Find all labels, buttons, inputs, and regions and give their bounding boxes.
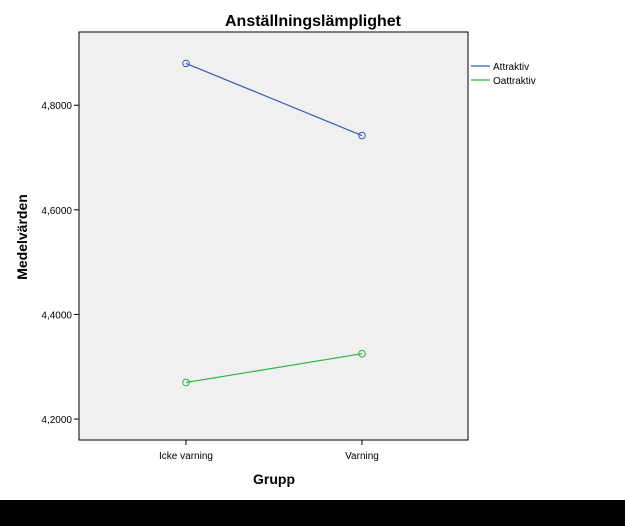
- legend: Attraktiv Oattraktiv: [471, 62, 536, 87]
- chart: Anställningslämplighet 4,2000 4,4000 4,600…: [14, 13, 536, 487]
- y-axis: 4,2000 4,4000 4,6000 4,8000: [41, 101, 79, 426]
- data-point-oattraktiv: [182, 378, 190, 387]
- data-point-attraktiv: [182, 59, 190, 68]
- y-tick-label: 4,2000: [41, 415, 72, 426]
- y-tick-label: 4,8000: [41, 101, 72, 112]
- chart-title: Anställningslämplighet: [225, 13, 402, 30]
- y-tick-label: 4,6000: [41, 206, 72, 217]
- series-line-attraktiv: [185, 62, 363, 137]
- series-line-oattraktiv: [185, 353, 363, 384]
- legend-label: Oattraktiv: [493, 76, 536, 87]
- legend-label: Attraktiv: [493, 62, 529, 73]
- x-axis-title: Grupp: [253, 471, 295, 487]
- data-point-oattraktiv: [358, 349, 366, 358]
- data-point-attraktiv: [358, 131, 366, 140]
- series-layer: [182, 59, 366, 387]
- x-tick-label: Icke varning: [159, 451, 213, 462]
- bottom-bar: [0, 500, 625, 526]
- x-axis: Icke varning Varning: [159, 440, 379, 462]
- x-tick-label: Varning: [345, 451, 379, 462]
- y-axis-title: Medelvärden: [14, 194, 30, 280]
- y-tick-label: 4,4000: [41, 310, 72, 321]
- plot-area: [78, 31, 469, 441]
